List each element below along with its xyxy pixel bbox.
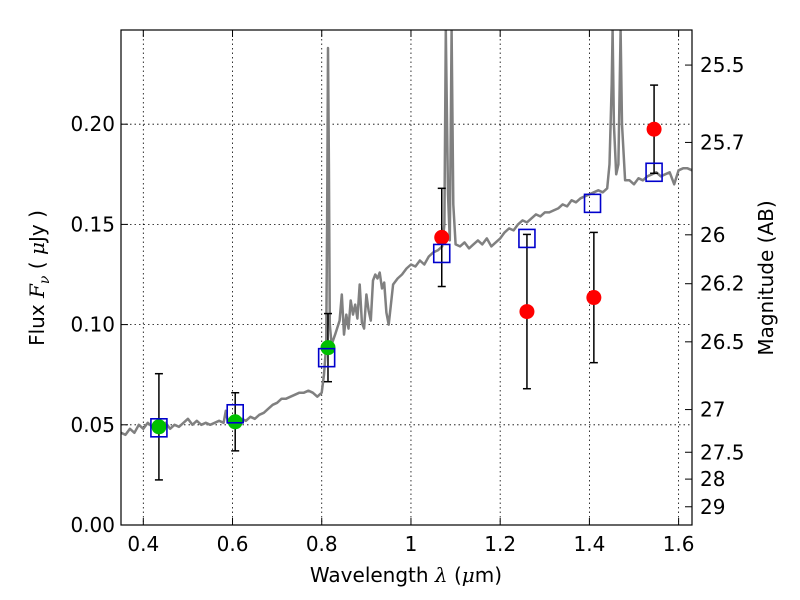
y2-tick-label: 27 — [700, 398, 725, 422]
model-square-marker — [645, 162, 663, 183]
y-axis-title: Flux Fν ( μJy ) — [25, 210, 53, 346]
model-square-marker — [150, 418, 168, 438]
model-square-marker — [317, 347, 336, 368]
grid-layer — [121, 30, 692, 526]
y2-tick-label: 25.7 — [700, 130, 745, 154]
y2-tick-label: 26.5 — [700, 330, 745, 354]
red-data-point — [646, 121, 662, 137]
model-square-marker — [518, 228, 536, 249]
y-tick-label: 0.20 — [70, 112, 115, 136]
y2-tick-label: 26 — [700, 223, 725, 247]
green-data-point — [151, 419, 167, 435]
red-data-point — [519, 304, 535, 320]
tick-layer: 0.4 0.6 0.8 1 1.2 1.4 1.6 0.00 0.05 0.10 0.15 0.20 2… — [70, 30, 745, 556]
y2-tick-label: 28 — [700, 467, 725, 491]
model-square-marker — [432, 243, 451, 264]
y-tick-label: 0.15 — [70, 212, 115, 236]
red-data-point — [434, 229, 450, 245]
green-data-point — [227, 414, 243, 430]
x-tick-label: 0.8 — [306, 532, 338, 556]
y2-tick-label: 27.5 — [700, 440, 745, 464]
model-square-marker — [226, 403, 244, 424]
y2-axis-title: Magnitude (AB) — [754, 200, 778, 355]
y2-tick-label: 29 — [700, 495, 725, 519]
x-axis-title: Wavelength λ (μm) — [310, 563, 502, 587]
x-tick-label: 1.6 — [663, 532, 695, 556]
marker-layer — [150, 121, 663, 438]
plot-frame — [120, 29, 693, 526]
y-tick-label: 0.05 — [70, 413, 115, 437]
x-tick-label: 1 — [405, 532, 418, 556]
y-tick-label: 0.00 — [70, 513, 115, 537]
x-tick-label: 1.2 — [484, 532, 516, 556]
y2-tick-label: 25.5 — [700, 53, 745, 77]
green-data-point — [320, 340, 336, 356]
model-square-marker — [583, 193, 602, 214]
y-tick-label: 0.10 — [70, 313, 115, 337]
x-tick-label: 1.4 — [573, 532, 605, 556]
x-tick-label: 0.4 — [127, 532, 159, 556]
red-data-point — [586, 290, 602, 306]
x-tick-label: 0.6 — [217, 532, 249, 556]
y2-tick-label: 26.2 — [700, 272, 745, 296]
